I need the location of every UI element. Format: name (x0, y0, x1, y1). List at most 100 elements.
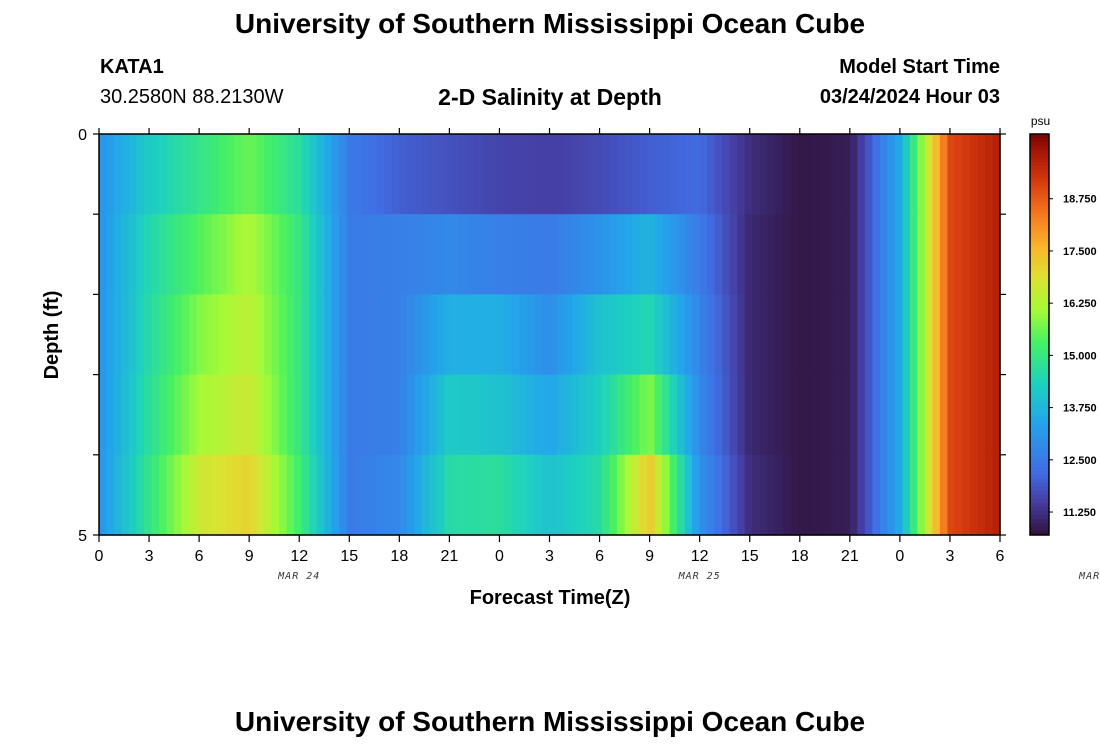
heatmap-cell (700, 134, 708, 215)
heatmap-cell (354, 455, 362, 536)
heatmap-cell (722, 134, 730, 215)
heatmap-cell (144, 375, 152, 456)
heatmap-cell (925, 375, 933, 456)
heatmap-cell (189, 455, 197, 536)
heatmap-cell (625, 375, 633, 456)
heatmap-cell (700, 455, 708, 536)
heatmap-cell (467, 214, 475, 295)
heatmap-cell (242, 214, 250, 295)
heatmap-cell (294, 375, 302, 456)
heatmap-cell (692, 294, 700, 375)
colorbar-swatch (1030, 258, 1049, 263)
heatmap-cell (317, 294, 325, 375)
heatmap-cell (459, 294, 467, 375)
colorbar-unit: psu (1031, 114, 1050, 128)
heatmap-cell (422, 134, 430, 215)
heatmap-cell (294, 294, 302, 375)
heatmap-cell (955, 134, 963, 215)
heatmap-cell (504, 134, 512, 215)
heatmap-cell (887, 455, 895, 536)
heatmap-cell (399, 294, 407, 375)
heatmap-cell (835, 214, 843, 295)
colorbar-swatch (1030, 166, 1049, 171)
heatmap-cell (204, 294, 212, 375)
heatmap-cell (632, 455, 640, 536)
heatmap-cell (242, 134, 250, 215)
colorbar-swatch (1030, 507, 1049, 512)
colorbar-tick-label: 16.250 (1063, 298, 1097, 310)
heatmap-cell (534, 375, 542, 456)
heatmap-cell (392, 134, 400, 215)
heatmap-cell (745, 375, 753, 456)
date-label: MAR 24 (277, 571, 320, 582)
heatmap-cell (362, 375, 370, 456)
heatmap-cell (647, 294, 655, 375)
heatmap-cell (625, 455, 633, 536)
heatmap-cell (474, 294, 482, 375)
heatmap-cell (422, 214, 430, 295)
heatmap-cell (970, 455, 978, 536)
colorbar-swatch (1030, 162, 1049, 167)
heatmap-cell (114, 455, 122, 536)
heatmap-cell (692, 375, 700, 456)
heatmap-cell (332, 294, 340, 375)
colorbar-swatch (1030, 395, 1049, 400)
heatmap-cell (752, 294, 760, 375)
heatmap-cell (932, 375, 940, 456)
heatmap-cell (850, 134, 858, 215)
heatmap-cell (745, 134, 753, 215)
heatmap-cell (272, 294, 280, 375)
heatmap-cell (940, 294, 948, 375)
heatmap-cell (107, 455, 115, 536)
heatmap-cell (302, 294, 310, 375)
heatmap-cell (272, 455, 280, 536)
heatmap-cell (565, 375, 573, 456)
date-label: MAR 26 (1078, 571, 1100, 582)
colorbar: 18.75017.50016.25015.00013.75012.50011.2… (1030, 114, 1097, 536)
heatmap-cell (640, 455, 648, 536)
heatmap-cell (940, 455, 948, 536)
heatmap-cell (444, 294, 452, 375)
heatmap-cell (347, 375, 355, 456)
colorbar-swatch (1030, 322, 1049, 327)
heatmap-cell (617, 134, 625, 215)
heatmap-cell (880, 375, 888, 456)
heatmap-cell (249, 214, 257, 295)
heatmap-cell (880, 294, 888, 375)
colorbar-swatch (1030, 326, 1049, 331)
heatmap-cell (587, 294, 595, 375)
heatmap-cell (272, 134, 280, 215)
colorbar-swatch (1030, 527, 1049, 532)
colorbar-swatch (1030, 359, 1049, 364)
heatmap-cell (197, 375, 205, 456)
colorbar-swatch (1030, 138, 1049, 143)
heatmap-cell (384, 455, 392, 536)
heatmap-cell (782, 375, 790, 456)
footer-title: University of Southern Mississippi Ocean… (0, 706, 1100, 738)
heatmap-cell (745, 455, 753, 536)
heatmap-cell (895, 455, 903, 536)
heatmap-cell (437, 455, 445, 536)
heatmap-cell (902, 455, 910, 536)
x-tick-label: 6 (595, 548, 604, 565)
heatmap-cell (219, 294, 227, 375)
heatmap-cell (662, 294, 670, 375)
heatmap-cell (249, 294, 257, 375)
heatmap-cell (760, 134, 768, 215)
heatmap-cell (444, 455, 452, 536)
colorbar-swatch (1030, 351, 1049, 356)
heatmap-cell (489, 134, 497, 215)
colorbar-swatch (1030, 318, 1049, 323)
x-tick-label: 15 (340, 548, 358, 565)
heatmap-cell (707, 455, 715, 536)
heatmap-cell (354, 134, 362, 215)
colorbar-swatch (1030, 226, 1049, 231)
heatmap-cell (414, 214, 422, 295)
heatmap-cell (602, 294, 610, 375)
heatmap-cell (580, 455, 588, 536)
heatmap-cell (444, 375, 452, 456)
heatmap-cell (970, 375, 978, 456)
heatmap-cell (572, 214, 580, 295)
heatmap-cell (512, 134, 520, 215)
heatmap-cell (377, 214, 385, 295)
